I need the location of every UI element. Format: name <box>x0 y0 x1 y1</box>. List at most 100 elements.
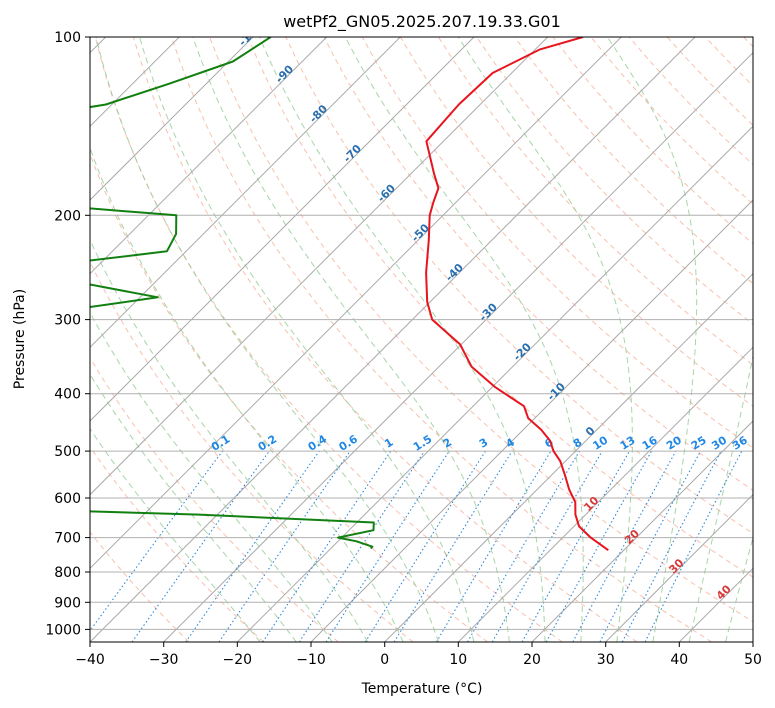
plot-frame <box>89 36 754 643</box>
dry-adiabat <box>90 446 264 642</box>
x-tick-label: 30 <box>597 652 615 668</box>
dry-adiabat <box>514 37 753 285</box>
isotherm <box>90 37 328 275</box>
chart-title: wetPf2_GN05.2025.207.19.33.G01 <box>283 12 561 32</box>
isotherm <box>383 272 753 642</box>
mixing-ratio-label: 36 <box>730 433 750 452</box>
isotherm-value-label: -100 <box>236 20 265 49</box>
moist-adiabat <box>90 146 404 642</box>
dry-adiabat <box>94 37 563 642</box>
y-tick-label: 500 <box>54 444 81 460</box>
isotherm-value-label: -10 <box>545 380 568 403</box>
dry-adiabat <box>476 37 753 325</box>
y-tick-label: 600 <box>54 491 81 507</box>
isotherm <box>90 37 623 570</box>
dry-adiabat-label: 10 <box>581 494 601 514</box>
y-tick-label: 400 <box>54 387 81 403</box>
dry-adiabat <box>361 37 753 449</box>
dry-adiabat <box>666 37 753 126</box>
moist-adiabat <box>688 354 753 642</box>
y-tick-label: 1000 <box>45 622 81 638</box>
x-tick-label: 50 <box>744 652 762 668</box>
moist-adiabat <box>259 37 546 642</box>
dewpoint-profile <box>90 37 375 550</box>
mixing-ratio-line <box>521 450 630 642</box>
moist-adiabat <box>139 37 475 642</box>
dry-adiabat <box>437 37 753 366</box>
mixing-ratio-label: 3 <box>477 436 490 451</box>
y-tick-label: 200 <box>54 208 81 224</box>
x-tick-label: −20 <box>223 652 253 668</box>
x-tick-label: −30 <box>149 652 179 668</box>
isotherm <box>90 37 475 422</box>
x-tick-label: 40 <box>670 652 688 668</box>
dry-adiabat <box>399 37 753 407</box>
moist-adiabat <box>90 238 369 642</box>
isotherm-value-label: -20 <box>511 340 534 363</box>
mixing-ratio-label: 25 <box>689 434 709 453</box>
y-axis: 100 200 300 400 500 600 700 800 900 1000 <box>45 30 90 638</box>
isotherm <box>90 37 181 128</box>
moist-adiabat <box>90 311 333 642</box>
mixing-ratio-label: 16 <box>640 433 660 452</box>
mixing-ratio-line <box>218 450 351 642</box>
isotherm <box>531 420 753 642</box>
isotherm <box>457 346 753 642</box>
x-tick-label: −40 <box>75 652 105 668</box>
y-tick-label: 100 <box>54 30 81 46</box>
mixing-ratio-line <box>393 450 513 642</box>
mixing-ratio-label: 8 <box>571 436 584 451</box>
x-tick-label: 10 <box>449 652 467 668</box>
dry-adiabat <box>743 37 753 48</box>
dry-adiabat <box>171 37 713 642</box>
mixing-ratio-line <box>599 450 702 642</box>
y-tick-label: 300 <box>54 313 81 329</box>
mixing-ratio-label: 13 <box>618 434 638 453</box>
dry-adiabat-label: 20 <box>622 527 642 547</box>
isotherm <box>90 37 696 642</box>
dry-adiabat <box>552 37 753 245</box>
moist-adiabat <box>606 37 698 642</box>
isotherm-value-label: -80 <box>307 102 330 125</box>
moist-adiabat <box>90 427 261 642</box>
mixing-ratio-label: 30 <box>709 433 729 452</box>
mixing-ratio-line <box>262 450 392 642</box>
sounding-profiles <box>90 37 609 552</box>
mixing-ratio-line <box>572 450 677 642</box>
y-tick-label: 900 <box>54 595 81 611</box>
isotherm <box>90 37 402 349</box>
dry-adiabat-label: 30 <box>666 556 686 576</box>
dry-adiabat <box>90 356 339 642</box>
background-lines <box>90 37 753 642</box>
x-tick-label: 20 <box>523 652 541 668</box>
x-axis-label: Temperature (°C) <box>361 681 483 697</box>
mixing-ratio-line <box>325 450 450 642</box>
mixing-ratio-line <box>90 450 223 632</box>
dry-adiabat <box>132 37 638 642</box>
dry-adiabat <box>90 531 190 642</box>
moist-adiabat <box>90 373 297 642</box>
mixing-ratio-label: 6 <box>542 435 556 450</box>
dry-adiabat <box>90 152 489 642</box>
x-tick-label: 0 <box>380 652 389 668</box>
moist-adiabat <box>344 37 584 642</box>
moist-adiabat <box>192 37 510 642</box>
temperature-profile <box>425 37 609 552</box>
isotherm <box>310 199 753 642</box>
isotherm-value-label: -90 <box>273 62 296 85</box>
isotherm <box>678 567 753 642</box>
isotherm-value-label: -70 <box>341 142 364 165</box>
dry-adiabat <box>590 37 753 205</box>
isotherm <box>604 493 753 642</box>
dry-adiabat <box>704 37 753 87</box>
x-axis: −40 −30 −20 −10 0 10 20 30 40 50 <box>75 642 762 668</box>
isotherm-value-label: -60 <box>375 181 398 204</box>
isotherm <box>236 125 753 642</box>
dry-adiabat <box>247 37 753 578</box>
pressure-gridlines <box>90 214 753 630</box>
y-axis-label: Pressure (hPa) <box>12 289 28 389</box>
y-tick-label: 800 <box>54 565 81 581</box>
isotherm <box>90 37 549 496</box>
mixing-ratio-label: 20 <box>664 433 684 452</box>
